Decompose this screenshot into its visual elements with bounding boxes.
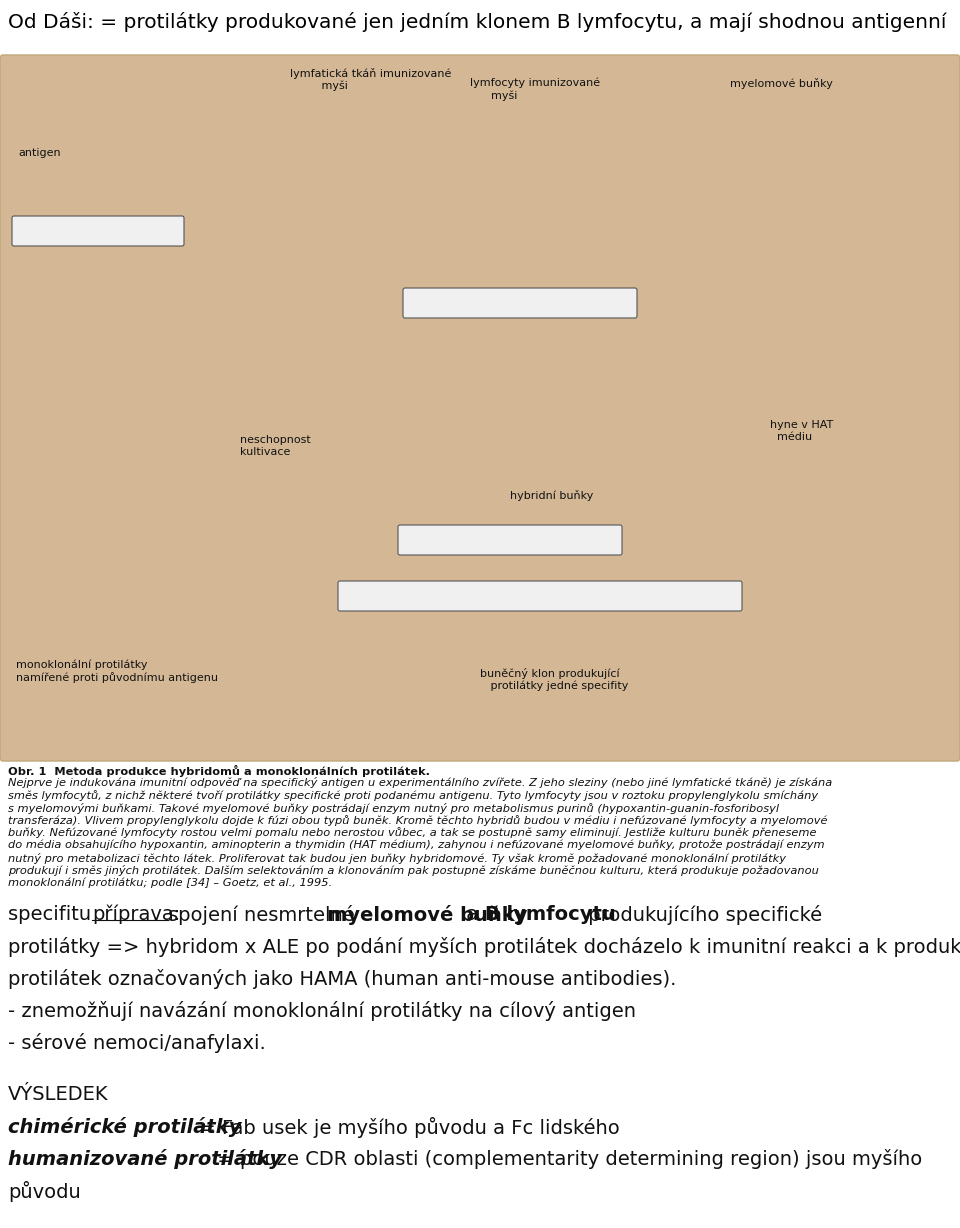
- Text: směs lymfocytů, z nichž některé tvoří protilátky specifické proti podanému antig: směs lymfocytů, z nichž některé tvoří pr…: [8, 790, 818, 801]
- Text: lymfocyty imunizované
      myši: lymfocyty imunizované myši: [470, 79, 600, 101]
- Text: fúze v propylenglykolu: fúze v propylenglykolu: [450, 302, 576, 312]
- Text: protilátky => hybridom x ALE po podání myších protilátek docházelo k imunitní re: protilátky => hybridom x ALE po podání m…: [8, 937, 960, 957]
- Text: příprava:: příprava:: [92, 905, 180, 925]
- Text: buňky. Nefúzované lymfocyty rostou velmi pomalu nebo nerostou vůbec, a tak se po: buňky. Nefúzované lymfocyty rostou velmi…: [8, 828, 817, 839]
- Text: myelomové buňky: myelomové buňky: [327, 905, 528, 925]
- Text: hybridní buňky: hybridní buňky: [510, 490, 593, 501]
- Text: produkujícího specifické: produkujícího specifické: [582, 905, 822, 925]
- Text: hyne v HAT
  médiu: hyne v HAT médiu: [770, 420, 833, 442]
- Text: - sérové nemoci/anafylaxi.: - sérové nemoci/anafylaxi.: [8, 1033, 266, 1052]
- FancyBboxPatch shape: [398, 526, 622, 555]
- Text: buněčný klon produkující
   protilátky jedné specifity: buněčný klon produkující protilátky jedn…: [480, 668, 629, 691]
- Text: protilátek označovaných jako HAMA (human anti-mouse antibodies).: protilátek označovaných jako HAMA (human…: [8, 969, 677, 989]
- Text: - znemožňují navázání monoklonální protilátky na cílový antigen: - znemožňují navázání monoklonální proti…: [8, 1001, 636, 1020]
- Text: selekce buněk produkujících specifickou protilátku: selekce buněk produkujících specifickou …: [360, 598, 640, 609]
- Text: Od Dáši: = protilátky produkované jen jedním klonem B lymfocytu, a mají shodnou : Od Dáši: = protilátky produkované jen je…: [8, 12, 947, 32]
- FancyBboxPatch shape: [403, 289, 637, 318]
- Text: nutný pro metabolizaci těchto látek. Proliferovat tak budou jen buňky hybridomov: nutný pro metabolizaci těchto látek. Pro…: [8, 852, 786, 863]
- Text: kultivace v HAT médiu: kultivace v HAT médiu: [440, 540, 564, 550]
- Text: = pouze CDR oblasti (complementarity determining region) jsou myšího: = pouze CDR oblasti (complementarity det…: [211, 1149, 923, 1169]
- Text: monoklonální protilátku; podle [34] – Goetz, et al., 1995.: monoklonální protilátku; podle [34] – Go…: [8, 878, 332, 888]
- Text: spojení nesmrtelné: spojení nesmrtelné: [168, 905, 361, 925]
- Text: Nejprve je indukována imunitní odpověď na specifický antigen u experimentálního : Nejprve je indukována imunitní odpověď n…: [8, 777, 832, 788]
- Text: antigen: antigen: [18, 149, 60, 158]
- Text: myelomové buňky: myelomové buňky: [730, 79, 833, 88]
- Text: = Fab usek je myšího původu a Fc lidského: = Fab usek je myšího původu a Fc lidskéh…: [193, 1117, 620, 1138]
- Text: s myelomovými buňkami. Takové myelomové buňky postrádají enzym nutný pro metabol: s myelomovými buňkami. Takové myelomové …: [8, 803, 779, 813]
- Text: specifitu: specifitu: [8, 905, 97, 923]
- Text: chimérické protilátky: chimérické protilátky: [8, 1117, 242, 1137]
- Text: humanizované protilátky: humanizované protilátky: [8, 1149, 282, 1169]
- Text: imunizace antigenem: imunizace antigenem: [14, 232, 127, 242]
- Text: produkují i směs jiných protilátek. Dalším selektováním a klonováním pak postupn: produkují i směs jiných protilátek. Dalš…: [8, 865, 819, 876]
- Text: monoklonální protilátky
namířené proti původnímu antigenu: monoklonální protilátky namířené proti p…: [16, 659, 218, 683]
- Text: do média obsahujícího hypoxantin, aminopterin a thymidin (HAT médium), zahynou i: do média obsahujícího hypoxantin, aminop…: [8, 840, 825, 851]
- Text: původu: původu: [8, 1181, 81, 1202]
- Text: Obr. 1  Metoda produkce hybridomů a monoklonálních protilátek.: Obr. 1 Metoda produkce hybridomů a monok…: [8, 765, 430, 777]
- Text: transferáza). Vlivem propylenglykolu dojde k fúzi obou typů buněk. Kromě těchto : transferáza). Vlivem propylenglykolu doj…: [8, 815, 828, 826]
- FancyBboxPatch shape: [338, 581, 742, 612]
- Text: a: a: [460, 905, 484, 923]
- FancyBboxPatch shape: [12, 216, 184, 246]
- Text: VÝSLEDEK: VÝSLEDEK: [8, 1086, 108, 1104]
- Text: lymfatická tkáň imunizované
         myši: lymfatická tkáň imunizované myši: [290, 68, 451, 91]
- Text: neschopnost
kultivace: neschopnost kultivace: [240, 435, 311, 457]
- Text: B lymfocytu: B lymfocytu: [485, 905, 615, 923]
- FancyBboxPatch shape: [0, 55, 960, 761]
